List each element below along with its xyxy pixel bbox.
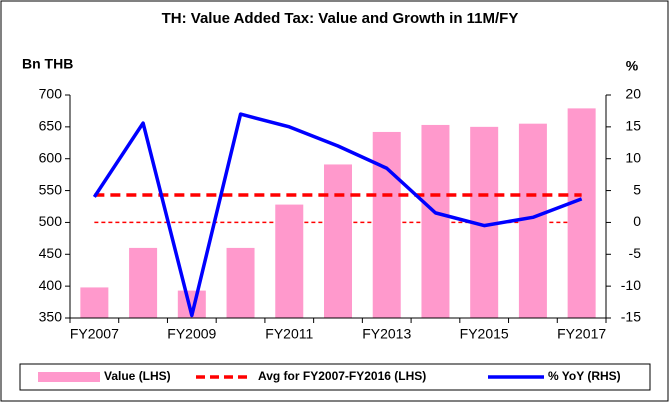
y-tick-label: 350 [39, 309, 63, 325]
bar [421, 124, 450, 319]
bar [129, 247, 158, 318]
y2-tick-label: 15 [625, 118, 641, 134]
y2-tick-label: 0 [633, 213, 641, 229]
x-tick-label: FY2011 [265, 326, 313, 342]
bar [518, 123, 547, 319]
legend-label: Value (LHS) [104, 369, 171, 383]
y2-tick-label: -10 [621, 277, 641, 293]
legend-label: Avg for FY2007-FY2016 (LHS) [258, 369, 426, 383]
y2-tick-label: -15 [621, 309, 641, 325]
y-tick-label: 450 [39, 245, 63, 261]
bar [324, 164, 352, 318]
y2-tick-label: 5 [633, 181, 641, 197]
y2-axis-label: % [626, 58, 639, 74]
y2-tick-label: 20 [625, 86, 641, 102]
y-tick-label: 600 [39, 149, 63, 165]
y-tick-label: 650 [39, 118, 63, 134]
bar [80, 287, 109, 318]
bar [567, 108, 596, 318]
y-tick-label: 400 [39, 277, 63, 293]
y-tick-label: 550 [39, 181, 63, 197]
x-tick-label: FY2017 [557, 326, 606, 342]
bar [372, 131, 401, 318]
bar [226, 247, 255, 318]
legend-box [19, 363, 651, 391]
legend-swatch [38, 372, 100, 382]
y2-tick-label: -5 [629, 245, 642, 261]
y2-tick-label: 10 [625, 149, 641, 165]
legend-label: % YoY (RHS) [548, 369, 621, 383]
x-tick-label: FY2007 [70, 326, 119, 342]
chart-title: TH: Value Added Tax: Value and Growth in… [162, 10, 519, 27]
y-tick-label: 500 [39, 213, 63, 229]
x-tick-label: FY2009 [167, 326, 216, 342]
x-tick-label: FY2015 [460, 326, 509, 342]
x-tick-label: FY2013 [362, 326, 411, 342]
y-tick-label: 700 [39, 86, 63, 102]
growth-line [92, 112, 583, 318]
y-axis-label: Bn THB [22, 56, 73, 72]
bar [275, 204, 304, 318]
